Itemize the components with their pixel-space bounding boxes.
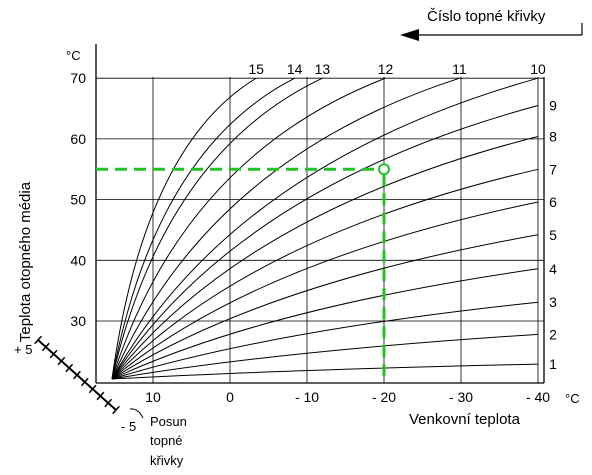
heating-curve-11 [111, 77, 460, 380]
x-tick-label: 10 [145, 389, 161, 405]
y-tick-label: 60 [70, 131, 86, 147]
x-tick-label: 0 [226, 389, 234, 405]
x-tick-label: - 10 [295, 389, 319, 405]
curve-number-arrow-icon [400, 23, 583, 41]
shift-minus-label: - 5 [121, 419, 136, 434]
heating-curve-14 [111, 77, 295, 380]
curve-label-12: 12 [378, 61, 394, 77]
y-axis-title: Teplota otopného média [17, 181, 34, 342]
shift-label-line-3: křivky [150, 453, 184, 468]
heating-curve-15 [111, 77, 257, 380]
curve-label-6: 6 [549, 194, 557, 210]
heating-curve-9 [111, 105, 539, 380]
shift-scale-tick [88, 384, 97, 394]
x-tick-label: - 20 [372, 389, 396, 405]
y-unit-label: °C [66, 48, 81, 63]
heating-curve-6 [111, 201, 539, 380]
shift-scale-tick [104, 398, 113, 408]
curve-label-15: 15 [248, 61, 264, 77]
curve-number-title: Číslo topné křivky [427, 8, 546, 25]
shift-scale-tick [49, 349, 58, 359]
heating-curve-10 [111, 77, 539, 380]
shift-scale-tick [112, 405, 120, 415]
curve-label-4: 4 [549, 261, 557, 277]
heating-curve-5 [111, 234, 539, 380]
y-tick-label: 50 [70, 192, 86, 208]
heating-curve-2 [111, 333, 539, 380]
x-axis-title: Venkovní teplota [409, 411, 521, 428]
heating-curve-12 [111, 77, 386, 380]
shift-pointer [129, 408, 144, 419]
curve-label-7: 7 [549, 161, 557, 177]
shift-scale-tick [73, 370, 81, 380]
x-unit-label: °C [565, 391, 580, 406]
heating-curve-1 [111, 363, 539, 380]
curve-label-10: 10 [530, 61, 546, 77]
shift-scale-tick [41, 342, 50, 352]
shift-scale-tick [57, 356, 66, 366]
shift-label-line-2: topné [150, 433, 183, 448]
highlight-point [378, 163, 390, 176]
y-tick-label: 70 [70, 70, 86, 86]
curve-label-14: 14 [287, 61, 303, 77]
y-tick-label: 40 [70, 252, 86, 268]
heating-curve-3 [111, 301, 539, 380]
curve-label-9: 9 [549, 98, 557, 114]
shift-scale-tick [34, 335, 42, 345]
shift-scale-tick [96, 391, 105, 401]
heating-curve-7 [111, 168, 539, 380]
curve-label-13: 13 [315, 61, 331, 77]
curve-label-5: 5 [549, 227, 557, 243]
shift-label-line-1: Posun [150, 414, 187, 429]
x-tick-label: - 40 [526, 389, 550, 405]
curve-label-11: 11 [452, 61, 467, 77]
shift-plus-label: + 5 [14, 342, 32, 357]
x-tick-label: - 30 [449, 389, 473, 405]
heating-curve-4 [111, 268, 539, 380]
shift-scale-tick [65, 363, 74, 373]
shift-scale-tick [80, 377, 89, 387]
heating-curve-8 [111, 136, 539, 380]
curve-label-3: 3 [549, 294, 557, 310]
curve-label-2: 2 [549, 326, 557, 342]
heating-curve-13 [111, 77, 323, 380]
curve-label-1: 1 [549, 356, 557, 372]
y-tick-label: 30 [70, 313, 86, 329]
curve-shift-scale [34, 335, 120, 415]
curve-label-8: 8 [549, 128, 557, 144]
